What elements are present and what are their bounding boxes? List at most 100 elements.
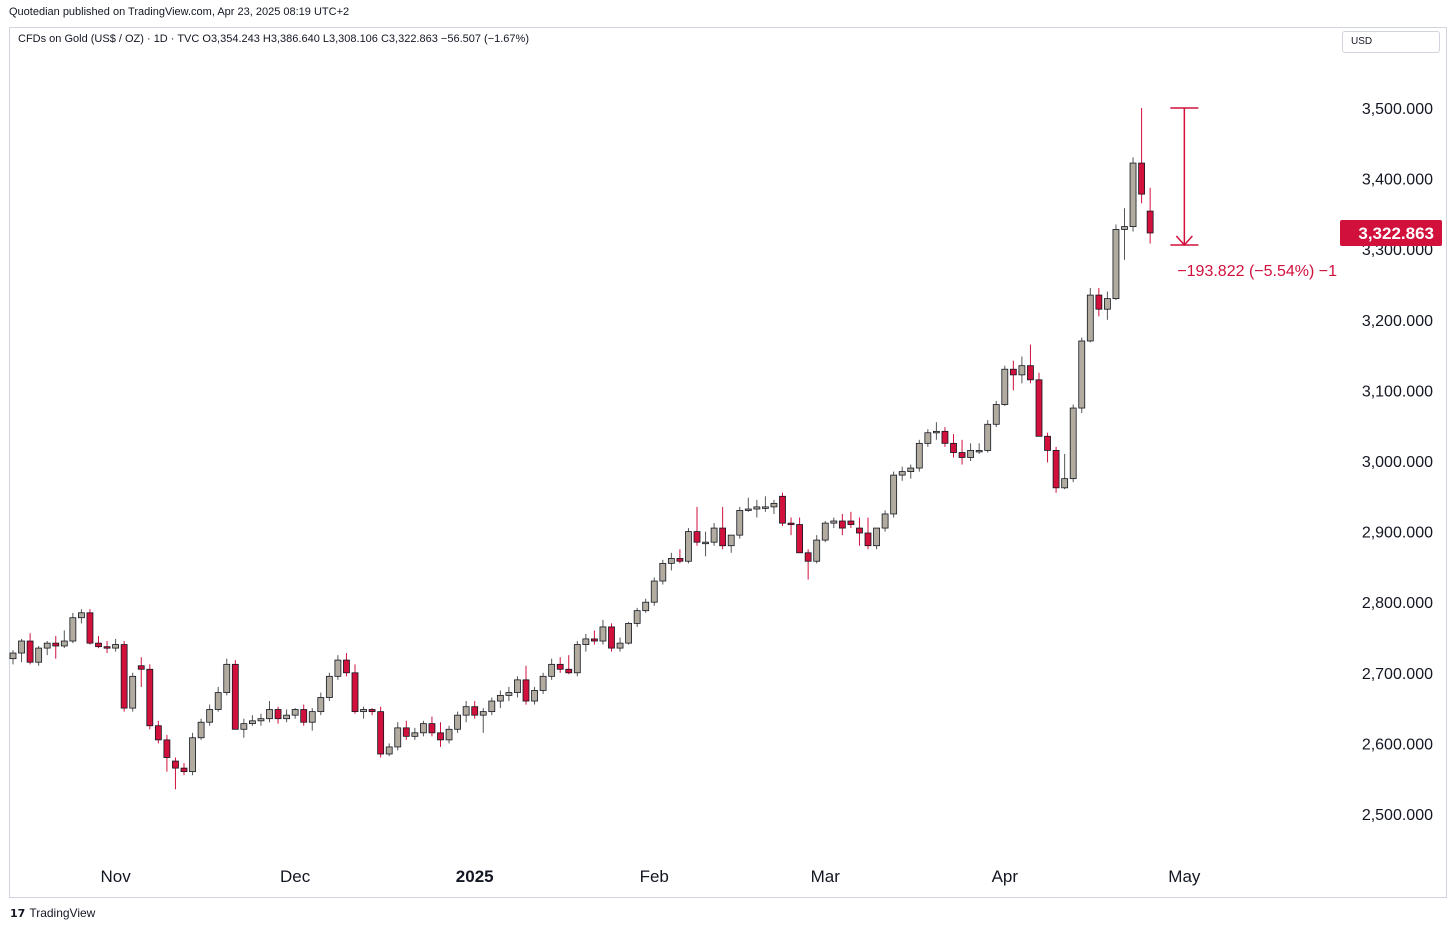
candle-body bbox=[325, 675, 333, 698]
candle-body bbox=[1121, 226, 1128, 230]
candle-body bbox=[633, 610, 641, 624]
candle-body bbox=[744, 508, 752, 511]
candle-body bbox=[214, 692, 222, 710]
candle-body bbox=[1069, 407, 1077, 480]
candle-body bbox=[796, 524, 803, 554]
candle-body bbox=[650, 580, 658, 603]
candle-body bbox=[821, 522, 829, 541]
candle-body bbox=[1078, 340, 1086, 409]
candle-body bbox=[368, 709, 376, 713]
x-tick-label: May bbox=[1168, 867, 1201, 886]
candle-body bbox=[1061, 478, 1069, 489]
candle-body bbox=[967, 450, 974, 458]
candle-body bbox=[137, 665, 145, 670]
candle-body bbox=[1104, 298, 1111, 310]
x-tick-label: Apr bbox=[992, 867, 1019, 886]
candle-body bbox=[941, 430, 949, 444]
candle-body bbox=[180, 767, 188, 773]
candle-body bbox=[838, 520, 846, 529]
tradingview-branding[interactable]: 17 TradingView bbox=[10, 906, 95, 920]
candle-body bbox=[539, 675, 547, 691]
y-tick-label: 3,200.000 bbox=[1362, 313, 1433, 330]
y-tick-label: 3,400.000 bbox=[1362, 172, 1433, 189]
y-tick-label: 2,800.000 bbox=[1362, 595, 1433, 612]
candle-body bbox=[573, 644, 581, 674]
tradingview-logo-icon: 17 bbox=[10, 907, 26, 920]
candle-body bbox=[257, 718, 265, 722]
y-tick-label: 3,500.000 bbox=[1362, 101, 1433, 118]
candle-body bbox=[548, 663, 556, 677]
candle-body bbox=[1044, 435, 1051, 451]
candle-body bbox=[317, 697, 325, 713]
candle-body bbox=[710, 527, 718, 543]
candle-body bbox=[736, 510, 744, 536]
candle-body bbox=[78, 612, 85, 619]
candle-body bbox=[787, 522, 795, 526]
candle-body bbox=[377, 711, 385, 755]
candle-body bbox=[411, 732, 419, 737]
candle-body bbox=[933, 430, 940, 434]
x-tick-label: Dec bbox=[280, 867, 311, 886]
candle-body bbox=[18, 640, 25, 654]
candle-body bbox=[112, 644, 119, 649]
x-tick-label: Feb bbox=[640, 867, 669, 886]
candle-body bbox=[881, 513, 889, 529]
candle-body bbox=[599, 626, 607, 642]
y-tick-label: 3,100.000 bbox=[1362, 383, 1433, 400]
currency-button[interactable]: USD bbox=[1342, 31, 1440, 53]
candle-body bbox=[120, 644, 128, 709]
y-tick-label: 2,900.000 bbox=[1362, 525, 1433, 542]
candle-body bbox=[223, 663, 231, 693]
candle-body bbox=[35, 647, 43, 663]
last-price-tag[interactable] bbox=[1340, 220, 1442, 247]
candle-body bbox=[360, 709, 367, 713]
candle-body bbox=[1095, 294, 1103, 310]
published-note: Quotedian published on TradingView.com, … bbox=[9, 6, 350, 18]
candle-body bbox=[95, 642, 102, 648]
candle-body bbox=[659, 562, 667, 582]
x-tick-label: Nov bbox=[100, 867, 131, 886]
candle-body bbox=[462, 706, 470, 716]
candle-body bbox=[9, 652, 17, 660]
y-tick-label: 3,000.000 bbox=[1362, 454, 1433, 471]
candle-body bbox=[625, 622, 632, 644]
candle-body bbox=[915, 442, 923, 469]
candle-body bbox=[616, 642, 624, 649]
candle-body bbox=[454, 714, 462, 730]
candle-body bbox=[189, 737, 196, 773]
candle-body bbox=[719, 527, 727, 547]
candle-body bbox=[984, 423, 992, 451]
candle-body bbox=[890, 474, 898, 515]
candle-body bbox=[556, 663, 564, 670]
candle-body bbox=[702, 541, 709, 545]
candle-body bbox=[813, 539, 821, 562]
candle-body bbox=[197, 721, 205, 739]
candle-body bbox=[898, 471, 906, 476]
y-tick-label: 2,700.000 bbox=[1362, 666, 1433, 683]
candle-body bbox=[864, 532, 872, 547]
candle-body bbox=[1112, 229, 1120, 300]
candle-body bbox=[231, 663, 239, 730]
candle-body bbox=[471, 706, 479, 716]
candle-body bbox=[522, 679, 530, 702]
candle-body bbox=[291, 709, 299, 716]
candle-body bbox=[1009, 368, 1017, 376]
candle-body bbox=[437, 732, 444, 741]
candle-body bbox=[445, 728, 453, 741]
candle-body bbox=[154, 725, 162, 741]
candle-body bbox=[591, 638, 598, 642]
candle-body bbox=[266, 709, 273, 720]
candle-body bbox=[1086, 294, 1094, 342]
candle-body bbox=[60, 640, 68, 647]
brand-label: TradingView bbox=[29, 906, 96, 920]
candle-body bbox=[248, 720, 256, 725]
candle-body bbox=[830, 520, 838, 524]
symbol-legend[interactable]: CFDs on Gold (US$ / OZ) · 1D · TVC O3,35… bbox=[18, 33, 529, 45]
candle-body bbox=[172, 760, 179, 769]
candle-body bbox=[950, 442, 957, 453]
candle-body bbox=[514, 679, 521, 693]
candle-body bbox=[856, 527, 863, 534]
candle-body bbox=[1052, 450, 1060, 489]
candle-body bbox=[419, 723, 427, 734]
